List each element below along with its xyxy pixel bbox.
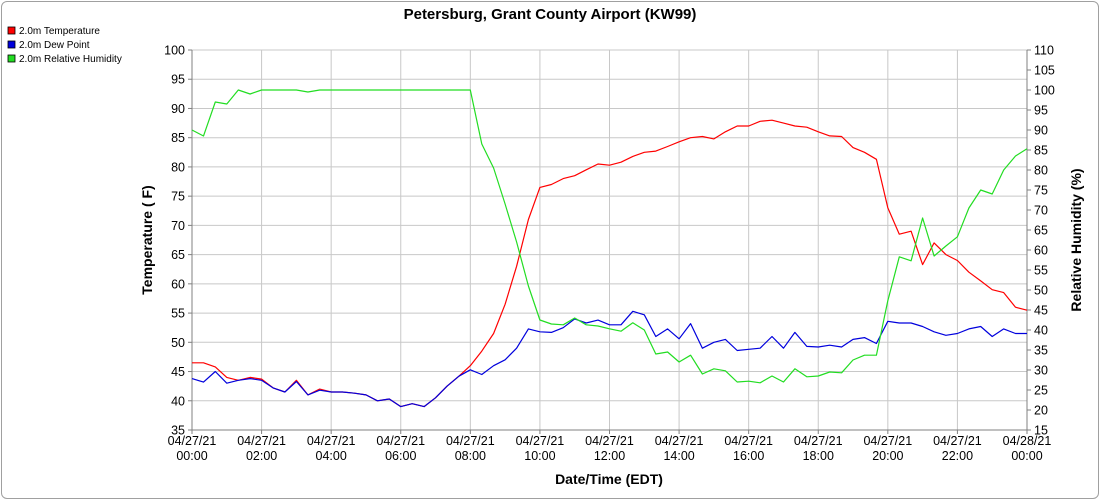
x-tick-label-date: 04/27/21 (933, 434, 982, 448)
y-left-tick-label: 100 (164, 44, 185, 58)
y-right-tick-label: 60 (1034, 244, 1048, 258)
x-tick-label-time: 18:00 (803, 449, 834, 463)
y-axis-left-label: Temperature ( F) (139, 185, 155, 294)
legend-label-2-0m-dew-point: 2.0m Dew Point (19, 40, 90, 51)
x-tick-label-time: 00:00 (1011, 449, 1042, 463)
x-tick-label-date: 04/27/21 (585, 434, 634, 448)
legend-swatch-2-0m-relative-humidity (7, 54, 16, 63)
y-right-tick-label: 45 (1034, 304, 1048, 318)
legend-label-2-0m-relative-humidity: 2.0m Relative Humidity (19, 54, 122, 65)
legend-swatch-2-0m-dew-point (7, 40, 16, 49)
y-right-tick-label: 65 (1034, 224, 1048, 238)
y-left-tick-label: 60 (171, 277, 185, 291)
y-right-tick-label: 80 (1034, 164, 1048, 178)
y-left-tick-label: 80 (171, 160, 185, 174)
y-right-tick-label: 75 (1034, 184, 1048, 198)
tick-labels: 04/27/2100:0004/27/2102:0004/27/2104:000… (164, 44, 1055, 464)
x-tick-label-time: 16:00 (733, 449, 764, 463)
y-right-tick-label: 30 (1034, 364, 1048, 378)
x-tick-label-time: 14:00 (663, 449, 694, 463)
x-tick-label-date: 04/27/21 (655, 434, 704, 448)
x-tick-label-time: 22:00 (942, 449, 973, 463)
y-right-tick-label: 90 (1034, 124, 1048, 138)
y-right-tick-label: 105 (1034, 64, 1055, 78)
y-right-tick-label: 40 (1034, 324, 1048, 338)
y-left-tick-label: 95 (171, 73, 185, 87)
y-right-tick-label: 50 (1034, 284, 1048, 298)
axes (188, 49, 1031, 434)
series-line-2-0m-dew-point (191, 310, 1027, 408)
x-tick-label-date: 04/27/21 (168, 434, 217, 448)
legend-swatch-2-0m-temperature (7, 26, 16, 35)
y-right-tick-label: 15 (1034, 424, 1048, 438)
x-tick-label-date: 04/27/21 (794, 434, 843, 448)
legend: 2.0m Temperature 2.0m Dew Point 2.0m Relat… (7, 26, 122, 65)
x-tick-label-date: 04/28/21 (1003, 434, 1052, 448)
y-left-tick-label: 45 (171, 365, 185, 379)
y-left-tick-label: 75 (171, 190, 185, 204)
series-line-2-0m-relative-humidity (191, 89, 1028, 384)
y-left-tick-label: 50 (171, 336, 185, 350)
y-right-tick-label: 55 (1034, 264, 1048, 278)
x-tick-label-time: 02:00 (246, 449, 277, 463)
y-right-tick-label: 70 (1034, 204, 1048, 218)
grid-lines (191, 49, 1028, 431)
series-lines (191, 89, 1028, 408)
legend-label-2-0m-temperature: 2.0m Temperature (19, 26, 100, 37)
y-left-tick-label: 65 (171, 248, 185, 262)
x-tick-label-time: 00:00 (176, 449, 207, 463)
y-left-tick-label: 40 (171, 394, 185, 408)
y-right-tick-label: 95 (1034, 104, 1048, 118)
y-left-tick-label: 55 (171, 307, 185, 321)
y-right-tick-label: 100 (1034, 84, 1055, 98)
x-tick-label-time: 08:00 (455, 449, 486, 463)
x-tick-label-date: 04/27/21 (307, 434, 356, 448)
x-tick-label-date: 04/27/21 (516, 434, 565, 448)
y-left-tick-label: 70 (171, 219, 185, 233)
x-tick-label-time: 06:00 (385, 449, 416, 463)
x-tick-label-time: 12:00 (594, 449, 625, 463)
x-tick-label-time: 20:00 (872, 449, 903, 463)
x-tick-label-date: 04/27/21 (446, 434, 495, 448)
y-right-tick-label: 110 (1034, 44, 1054, 58)
x-tick-label-time: 10:00 (524, 449, 555, 463)
y-right-tick-label: 35 (1034, 344, 1048, 358)
y-left-tick-label: 85 (171, 131, 185, 145)
y-axis-right-label: Relative Humidity (%) (1068, 168, 1084, 311)
chart-title: Petersburg, Grant County Airport (KW99) (404, 6, 697, 23)
x-tick-label-date: 04/27/21 (376, 434, 425, 448)
x-axis-label: Date/Time (EDT) (555, 471, 663, 487)
x-tick-label-time: 04:00 (316, 449, 347, 463)
y-right-tick-label: 20 (1034, 404, 1048, 418)
y-left-tick-label: 35 (171, 424, 185, 438)
x-tick-label-date: 04/27/21 (724, 434, 773, 448)
x-tick-label-date: 04/27/21 (237, 434, 286, 448)
x-tick-label-date: 04/27/21 (863, 434, 912, 448)
y-right-tick-label: 85 (1034, 144, 1048, 158)
y-right-tick-label: 25 (1034, 384, 1048, 398)
y-left-tick-label: 90 (171, 102, 185, 116)
